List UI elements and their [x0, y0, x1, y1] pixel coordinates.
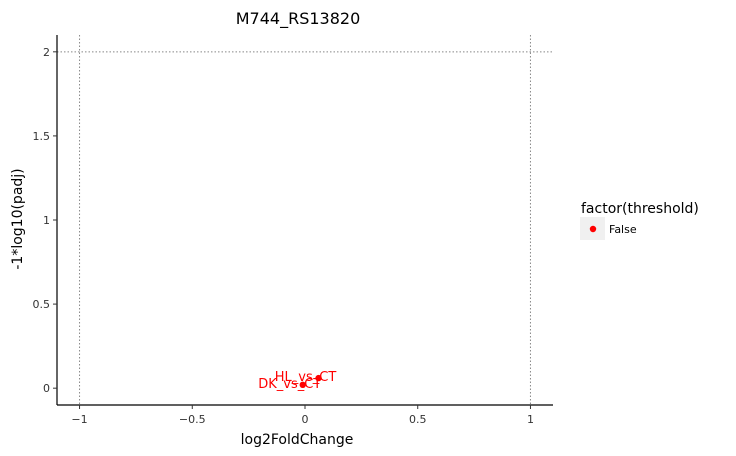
x-tick-label: 0 — [302, 413, 309, 426]
x-tick-label: 0.5 — [409, 413, 427, 426]
y-axis-ticks: 0 0.5 1 1.5 2 — [33, 46, 57, 395]
legend-label-false: False — [609, 223, 637, 236]
x-tick-label: 1 — [527, 413, 534, 426]
data-points — [299, 374, 322, 389]
x-axis-title: log2FoldChange — [241, 432, 354, 448]
axes — [56, 35, 553, 406]
y-tick-label: 1.5 — [33, 130, 51, 143]
chart-title: M744_RS13820 — [236, 9, 361, 29]
y-tick-label: 1 — [43, 214, 50, 227]
point-label-1: DK_vs_CT — [258, 377, 321, 392]
data-point-0 — [315, 374, 322, 382]
y-tick-label: 0.5 — [33, 298, 51, 311]
y-axis-title: -1*log10(padj) — [10, 168, 26, 269]
x-tick-label: −1 — [71, 413, 87, 426]
legend: factor(threshold) False — [580, 201, 699, 240]
x-tick-label: −0.5 — [179, 413, 206, 426]
legend-title: factor(threshold) — [581, 201, 699, 217]
data-point-1 — [299, 381, 306, 389]
y-tick-label: 2 — [43, 46, 50, 59]
x-axis-ticks: −1 −0.5 0 0.5 1 — [71, 405, 534, 426]
reference-lines — [57, 35, 553, 405]
point-label-0: HL_vs_CT — [275, 370, 337, 385]
y-tick-label: 0 — [43, 382, 50, 395]
legend-key-dot — [589, 225, 597, 233]
